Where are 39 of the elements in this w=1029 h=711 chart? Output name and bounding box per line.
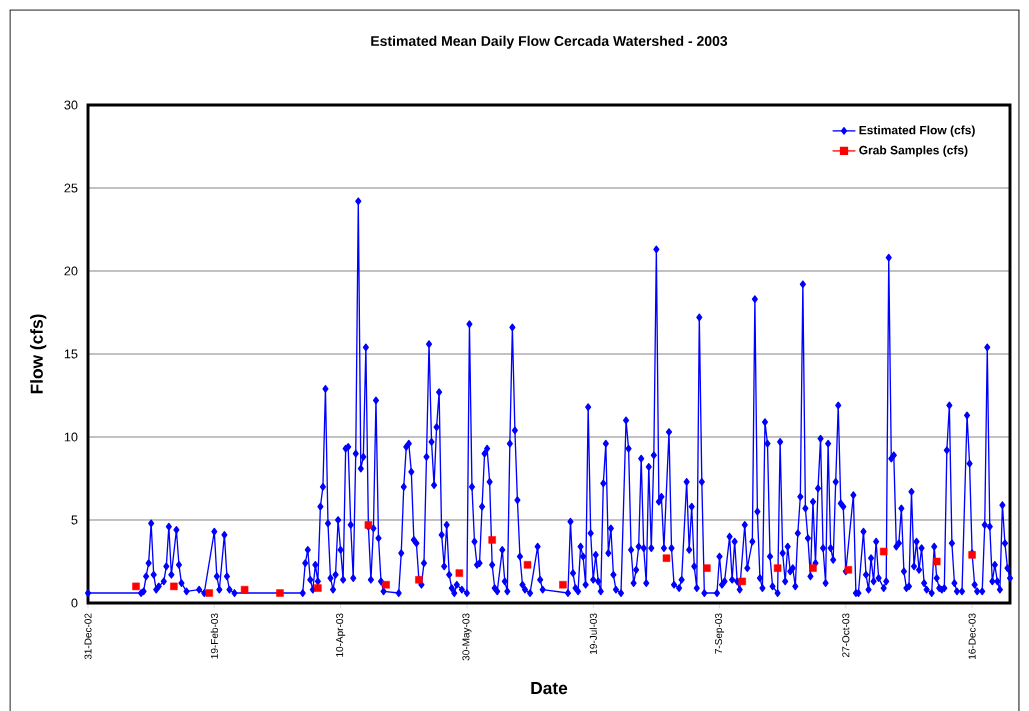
- y-axis-title: Flow (cfs): [30, 314, 47, 394]
- point: [205, 589, 213, 597]
- y-tick-label: 25: [64, 183, 78, 193]
- point: [240, 585, 249, 594]
- legend-label: Estimated Flow (cfs): [859, 125, 975, 137]
- y-tick-label: 15: [64, 349, 78, 359]
- y-tick-label: 0: [71, 598, 78, 608]
- x-tick-label: 19-Jul-03: [589, 613, 597, 654]
- point: [488, 536, 496, 544]
- point: [879, 547, 888, 556]
- point: [314, 584, 322, 592]
- y-tick-label: 30: [64, 100, 78, 110]
- point: [844, 566, 853, 574]
- x-tick-label: 7-Sep-03: [714, 613, 725, 654]
- point: [170, 582, 178, 591]
- x-axis-title: Date: [531, 682, 568, 695]
- y-tick-label: 10: [64, 432, 78, 442]
- x-tick-label: 30-May-03: [462, 613, 472, 661]
- x-tick-label: 31-Dec-02: [84, 613, 92, 660]
- point: [382, 580, 390, 589]
- point: [523, 561, 532, 569]
- x-tick-label: 19-Feb-03: [210, 613, 218, 659]
- point: [662, 554, 671, 562]
- chart-title: Estimated Mean Daily Flow Cercada Watershed - 2003: [371, 35, 728, 49]
- point: [773, 564, 782, 572]
- point: [703, 564, 711, 572]
- x-tick-label: 16-Dec-03: [968, 613, 976, 659]
- point: [933, 557, 941, 566]
- point: [132, 582, 140, 591]
- point: [738, 577, 746, 586]
- point: [559, 580, 567, 589]
- x-tick-label: 10-Apr-03: [336, 613, 346, 657]
- y-tick-label: 5: [71, 515, 78, 525]
- point: [809, 564, 817, 572]
- point: [276, 589, 284, 597]
- y-tick-label: 20: [64, 266, 78, 276]
- x-tick-label: 27-Oct-03: [842, 613, 850, 657]
- legend-label: Grab Samples (cfs): [859, 145, 968, 157]
- point: [455, 569, 464, 577]
